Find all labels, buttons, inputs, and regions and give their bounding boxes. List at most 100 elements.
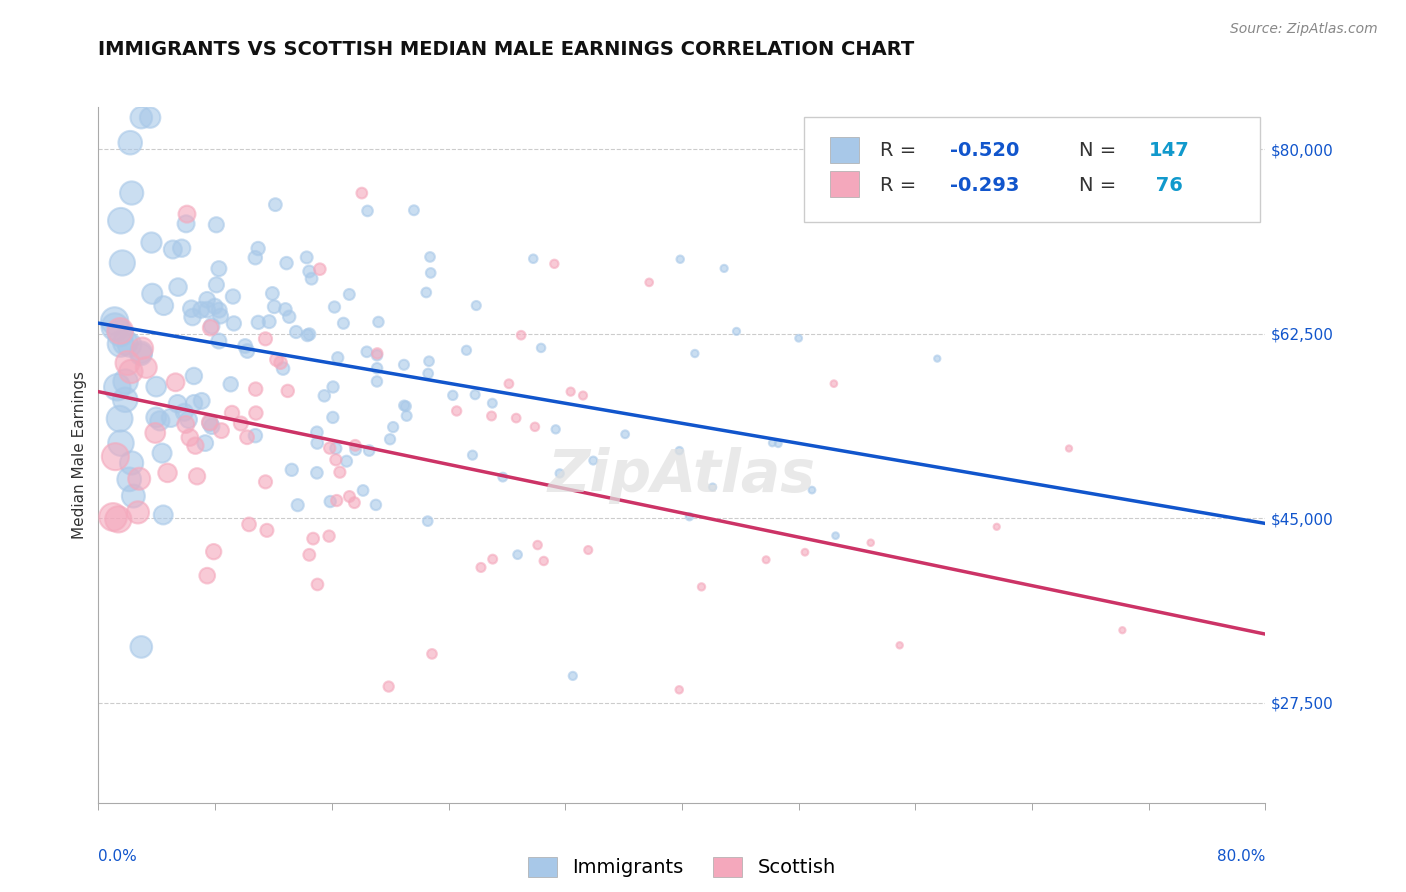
Point [135, 360, 157, 375]
Point [104, 319, 127, 334]
Point [325, 493, 347, 508]
Point [755, 553, 778, 567]
Point [298, 327, 321, 342]
Point [801, 483, 824, 497]
Text: R =: R = [880, 176, 922, 195]
Point [465, 299, 488, 313]
Point [208, 334, 231, 348]
Point [378, 432, 401, 446]
Point [165, 376, 187, 390]
Point [160, 410, 183, 425]
Point [162, 243, 184, 257]
Point [166, 397, 188, 411]
Point [208, 303, 231, 318]
FancyBboxPatch shape [830, 136, 859, 162]
Point [526, 538, 548, 552]
Point [366, 346, 388, 360]
Point [195, 293, 218, 307]
Point [456, 343, 478, 358]
Point [690, 580, 713, 594]
Point [824, 529, 846, 543]
Point [118, 472, 141, 486]
Point [441, 388, 464, 402]
Point [683, 346, 706, 360]
Point [506, 548, 529, 562]
Point [177, 412, 200, 426]
Point [309, 262, 332, 277]
Point [120, 364, 142, 378]
Point [195, 568, 218, 582]
Point [156, 466, 179, 480]
Point [264, 197, 287, 211]
Point [325, 452, 347, 467]
Point [236, 344, 259, 359]
Point [209, 309, 232, 323]
Point [823, 376, 845, 391]
Point [339, 490, 361, 504]
Point [101, 510, 124, 524]
Point [344, 438, 367, 452]
Point [174, 417, 197, 432]
Point [420, 647, 443, 661]
Point [183, 396, 205, 410]
Point [318, 529, 340, 543]
Text: ZipAtlas: ZipAtlas [548, 447, 815, 504]
Text: -0.520: -0.520 [950, 141, 1019, 161]
Point [382, 420, 405, 434]
Point [325, 442, 347, 456]
Point [233, 339, 256, 353]
Text: -0.293: -0.293 [950, 176, 1019, 195]
Point [668, 682, 690, 697]
Point [761, 436, 783, 450]
Point [129, 640, 152, 654]
Point [129, 347, 152, 361]
Legend: Immigrants, Scottish: Immigrants, Scottish [519, 847, 845, 887]
Point [582, 453, 605, 467]
Point [377, 680, 399, 694]
Point [576, 543, 599, 558]
Point [277, 384, 299, 398]
Point [505, 411, 527, 425]
Point [285, 325, 308, 339]
Point [270, 356, 292, 370]
Point [122, 489, 145, 503]
Point [190, 302, 212, 317]
Point [152, 299, 174, 313]
Point [276, 256, 298, 270]
Point [356, 203, 378, 218]
Point [301, 271, 323, 285]
Point [219, 377, 242, 392]
Point [131, 341, 153, 355]
Point [446, 404, 468, 418]
Point [271, 361, 294, 376]
Point [143, 425, 166, 440]
Point [254, 475, 277, 489]
Point [281, 463, 304, 477]
Point [522, 252, 544, 266]
Point [186, 469, 208, 483]
Point [256, 524, 278, 538]
Point [274, 302, 297, 317]
Point [194, 436, 217, 450]
Point [183, 368, 205, 383]
Point [263, 300, 285, 314]
Point [247, 242, 270, 256]
Point [104, 450, 127, 464]
Point [395, 399, 418, 413]
Point [221, 406, 243, 420]
Point [176, 207, 198, 221]
Point [364, 498, 387, 512]
Point [121, 456, 143, 470]
Point [572, 388, 595, 402]
Point [530, 341, 553, 355]
Point [787, 331, 810, 345]
Point [768, 436, 790, 450]
Point [202, 544, 225, 558]
Point [533, 554, 555, 568]
Point [287, 498, 309, 512]
Point [510, 328, 533, 343]
Point [114, 392, 136, 407]
Point [198, 416, 221, 430]
Point [416, 514, 439, 528]
Point [326, 351, 349, 365]
